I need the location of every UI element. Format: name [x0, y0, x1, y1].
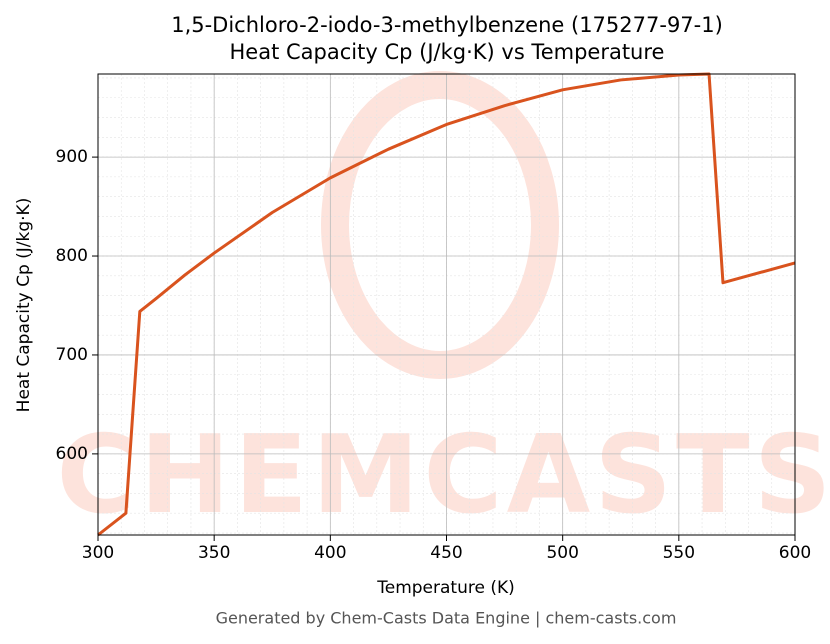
watermark-ring: [321, 71, 559, 379]
x-tick-label: 450: [430, 543, 462, 563]
x-tick-label: 600: [779, 543, 811, 563]
x-tick-label: 300: [82, 543, 114, 563]
y-axis-label: Heat Capacity Cp (J/kg·K): [14, 198, 34, 413]
chart-title: 1,5-Dichloro-2-iodo-3-methylbenzene (175…: [171, 13, 723, 37]
x-axis-label: Temperature (K): [376, 578, 515, 598]
watermark-logo: [321, 71, 559, 379]
footer: Generated by Chem-Casts Data Engine | ch…: [216, 609, 677, 628]
x-tick-label: 400: [314, 543, 346, 563]
y-tick-label: 700: [56, 345, 88, 365]
y-tick-label: 600: [56, 444, 88, 464]
y-tick-label: 800: [56, 246, 88, 266]
plot-frame: [97, 73, 796, 536]
y-tick-label: 900: [56, 147, 88, 167]
chart-subtitle: Heat Capacity Cp (J/kg·K) vs Temperature: [230, 40, 665, 64]
x-tick-label: 350: [198, 543, 230, 563]
data-line: [97, 72, 796, 537]
watermark: CHEMCASTS: [57, 413, 830, 538]
x-tick-label: 550: [663, 543, 695, 563]
x-tick-label: 500: [546, 543, 578, 563]
